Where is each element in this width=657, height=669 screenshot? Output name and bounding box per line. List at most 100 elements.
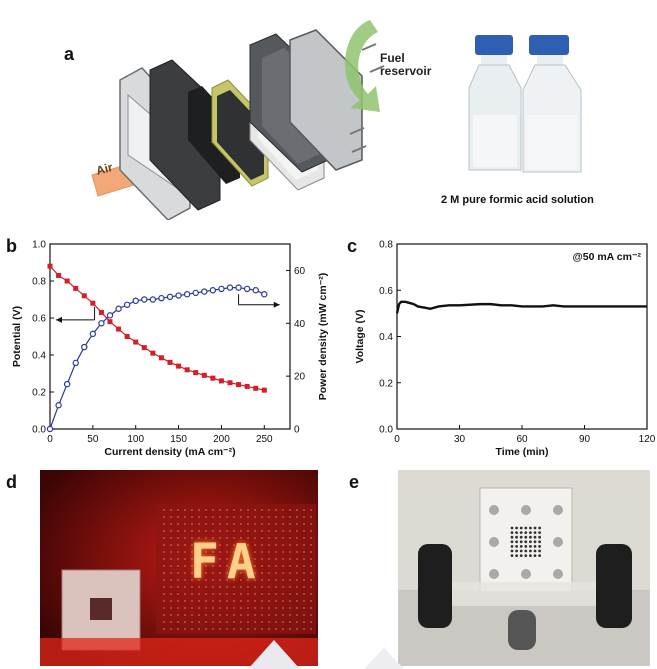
led-pixel — [282, 544, 284, 546]
led-pixel — [261, 565, 263, 567]
led-pixel — [163, 516, 165, 518]
led-pixel — [247, 558, 249, 560]
led-pixel — [310, 628, 312, 630]
potential-point — [158, 355, 164, 361]
led-pixel — [296, 544, 298, 546]
plot-frame — [49, 243, 291, 430]
led-pixel — [303, 551, 305, 553]
led-pixel — [212, 572, 214, 574]
potential-point — [47, 263, 53, 269]
led-pixel — [282, 600, 284, 602]
led-pixel — [212, 544, 214, 546]
led-pixel — [191, 558, 193, 560]
led-pixel — [268, 586, 270, 588]
led-pixel — [310, 544, 312, 546]
led-pixel — [163, 614, 165, 616]
led-pixel — [198, 572, 200, 574]
led-pixel — [240, 551, 242, 553]
led-pixel — [289, 628, 291, 630]
led-pixel — [219, 523, 221, 525]
led-pixel — [212, 530, 214, 532]
matrix-dot — [529, 540, 532, 544]
matrix-dot — [519, 526, 523, 530]
led-pixel — [247, 523, 249, 525]
matrix-dot — [510, 554, 514, 557]
led-pixel — [191, 523, 193, 525]
led-pixel — [254, 565, 256, 567]
led-pixel — [261, 537, 263, 539]
led-pixel — [177, 628, 179, 630]
power-point — [63, 380, 71, 388]
matrix-dot — [515, 535, 518, 539]
led-pixel — [191, 607, 193, 609]
power-point — [89, 330, 97, 338]
end-plate-right — [289, 29, 363, 171]
led-pixel — [226, 551, 228, 553]
led-pixel — [247, 614, 249, 616]
led-pixel — [254, 600, 256, 602]
led-pixel — [289, 593, 291, 595]
led-pixel — [219, 621, 221, 623]
led-pixel — [219, 628, 221, 630]
led-pixel — [289, 621, 291, 623]
led-pixel — [247, 551, 249, 553]
led-pixel — [310, 530, 312, 532]
matrix-dot — [519, 531, 523, 534]
led-pixel — [233, 523, 235, 525]
led-pixel — [226, 516, 228, 518]
led-pixel — [254, 586, 256, 588]
y-tick-label-right: 0 — [294, 425, 300, 436]
led-pixel — [261, 530, 263, 532]
led-pixel — [261, 593, 263, 595]
potential-point — [64, 278, 70, 284]
led-pixel — [177, 614, 179, 616]
led-pixel — [254, 593, 256, 595]
led-pixel — [226, 600, 228, 602]
led-pixel — [240, 600, 242, 602]
led-pixel — [184, 565, 186, 567]
y-tick-label: 0.0 — [379, 425, 393, 436]
led-pixel — [240, 628, 242, 630]
led-pixel — [254, 614, 256, 616]
led-pixel — [240, 572, 242, 574]
led-pixel — [177, 600, 179, 602]
led-pixel — [275, 572, 277, 574]
led-pixel — [289, 579, 291, 581]
led-pixel — [177, 537, 179, 539]
matrix-dot — [524, 526, 528, 530]
series-line-left — [49, 265, 265, 391]
led-pixel — [296, 572, 298, 574]
led-pixel — [268, 523, 270, 525]
led-pixel — [268, 593, 270, 595]
power-point — [201, 288, 208, 295]
matrix-dot — [510, 545, 514, 548]
led-pixel — [275, 509, 277, 511]
matrix-dot — [515, 531, 518, 534]
x-tick-label: 0 — [394, 434, 400, 445]
matrix-dot — [515, 545, 518, 548]
potential-point — [176, 363, 182, 369]
led-pixel — [240, 537, 242, 539]
led-pixel — [275, 600, 277, 602]
led-pixel — [268, 621, 270, 623]
led-pixel — [310, 537, 312, 539]
led-pixel — [296, 530, 298, 532]
led-pixel — [254, 509, 256, 511]
y-tick-label: 0.8 — [379, 240, 393, 251]
power-point — [55, 402, 62, 409]
x-tick-label: 120 — [639, 434, 656, 445]
led-pixel — [184, 628, 186, 630]
led-pixel — [219, 530, 221, 532]
matrix-dot — [538, 526, 541, 530]
led-pixel — [268, 509, 270, 511]
led-pixel — [268, 607, 270, 609]
led-pixel — [254, 558, 256, 560]
power-point — [132, 297, 139, 305]
led-pixel — [247, 565, 249, 567]
led-pixel — [205, 516, 207, 518]
led-pixel — [268, 572, 270, 574]
led-pixel — [191, 579, 193, 581]
y-tick-label-left: 1.0 — [32, 240, 46, 251]
led-pixel — [240, 621, 242, 623]
arrow-right-head — [273, 301, 280, 308]
